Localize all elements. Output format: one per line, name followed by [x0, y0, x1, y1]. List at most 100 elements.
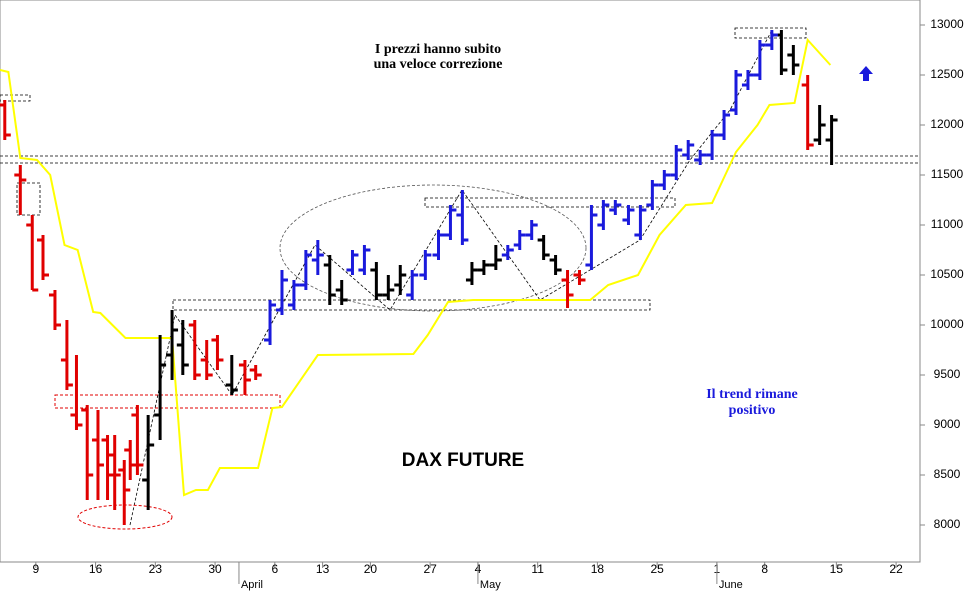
ohlc-bar — [382, 275, 395, 300]
ohlc-bar — [238, 360, 251, 395]
x-tick-label: 18 — [591, 562, 605, 576]
x-tick-label: 13 — [316, 562, 330, 576]
box — [424, 197, 676, 208]
ohlc-bar — [597, 200, 610, 230]
ohlc-bar — [525, 220, 538, 240]
y-tick-label: 13000 — [930, 17, 964, 31]
ohlc-bar — [60, 320, 73, 390]
ohlc-bar — [787, 45, 800, 75]
ohlc-bar — [264, 300, 277, 345]
ohlc-bar — [444, 205, 457, 240]
box — [54, 394, 281, 409]
plot-frame — [0, 0, 921, 563]
ohlc-bar — [142, 415, 155, 510]
annotation: Il trend rimane — [706, 387, 798, 402]
x-tick-label: 23 — [149, 562, 163, 576]
x-tick-label: 30 — [208, 562, 222, 576]
ohlc-bar — [465, 262, 478, 285]
ohlc-bar — [176, 320, 189, 375]
y-tick-label: 10500 — [930, 267, 964, 281]
signal-line — [0, 37, 832, 497]
x-tick-label: 22 — [889, 562, 903, 576]
ohlc-bar — [694, 150, 707, 165]
ohlc-bar — [646, 180, 659, 210]
ohlc-bar — [0, 100, 11, 140]
ohlc-bar — [622, 205, 635, 225]
y-tick-label: 8000 — [934, 517, 961, 531]
ohlc-bar — [406, 270, 419, 300]
x-tick-label: 16 — [89, 562, 103, 576]
month-label: April — [241, 579, 263, 591]
up-arrow — [859, 66, 873, 81]
ohlc-bar — [188, 320, 201, 380]
ohlc-bar — [358, 245, 371, 275]
ohlc-bar — [489, 245, 502, 270]
annotation: I prezzi hanno subito — [375, 42, 501, 57]
x-tick-label: 11 — [531, 562, 544, 576]
x-tick-label: 6 — [271, 562, 278, 576]
ohlc-bar — [585, 205, 598, 270]
ohlc-bar — [634, 205, 647, 240]
ohlc-bar — [432, 230, 445, 260]
ohlc-bar — [26, 215, 39, 292]
data-layer — [0, 30, 838, 525]
ohlc-bar — [200, 340, 213, 380]
ohlc-bar — [801, 75, 814, 150]
ohlc-bar — [419, 250, 432, 280]
box — [172, 299, 651, 311]
x-tick-label: 9 — [33, 562, 40, 576]
ohlc-bar — [14, 165, 27, 215]
month-label: June — [719, 579, 743, 591]
ellipse — [279, 184, 587, 312]
ohlc-bar — [394, 265, 407, 295]
ohlc-bar — [131, 405, 144, 475]
ohlc-bar — [456, 190, 469, 245]
x-tick-label: 15 — [830, 562, 844, 576]
ohlc-bar — [549, 255, 562, 275]
ohlc-bar — [91, 410, 104, 500]
ohlc-bar — [501, 245, 514, 260]
ohlc-bar — [335, 280, 348, 305]
y-tick-label: 10000 — [930, 317, 964, 331]
x-tick-label: 20 — [364, 562, 378, 576]
x-tick-label: 27 — [423, 562, 437, 576]
ohlc-bar — [561, 270, 574, 308]
ohlc-bar — [370, 262, 383, 300]
ohlc-bar — [813, 105, 826, 145]
ohlc-bar — [765, 30, 778, 50]
ohlc-bar — [537, 235, 550, 260]
box — [16, 182, 41, 216]
x-tick-label: 25 — [650, 562, 664, 576]
ohlc-bar — [211, 335, 224, 370]
x-tick-label: 8 — [761, 562, 768, 576]
ohlc-bar — [658, 170, 671, 190]
ohlc-bar — [753, 40, 766, 80]
ohlc-bar — [323, 255, 336, 305]
ohlc-bar — [275, 270, 288, 315]
ohlc-bar — [706, 130, 719, 160]
ohlc-bar — [825, 115, 838, 165]
annotation: una veloce correzione — [374, 57, 503, 72]
ohlc-bar — [101, 435, 114, 500]
ohlc-bar — [346, 250, 359, 275]
ohlc-bar — [311, 240, 324, 275]
ohlc-bar — [670, 145, 683, 180]
ohlc-bar — [81, 405, 94, 500]
ohlc-bar — [299, 250, 312, 290]
ohlc-bar — [513, 230, 526, 250]
ohlc-bar — [718, 110, 731, 140]
ohlc-bar — [166, 310, 179, 380]
trend-line — [129, 29, 773, 526]
box — [0, 94, 31, 102]
ohlc-bar — [124, 440, 137, 480]
y-tick-label: 9500 — [934, 367, 961, 381]
ohlc-bar — [154, 335, 167, 440]
ohlc-bar — [118, 460, 131, 525]
ohlc-bar — [225, 355, 238, 395]
ohlc-bar — [741, 70, 754, 90]
ohlc-bar — [609, 200, 622, 215]
y-tick-label: 12500 — [930, 67, 964, 81]
chart-title: DAX FUTURE — [402, 450, 524, 471]
annotation: positivo — [729, 403, 776, 418]
